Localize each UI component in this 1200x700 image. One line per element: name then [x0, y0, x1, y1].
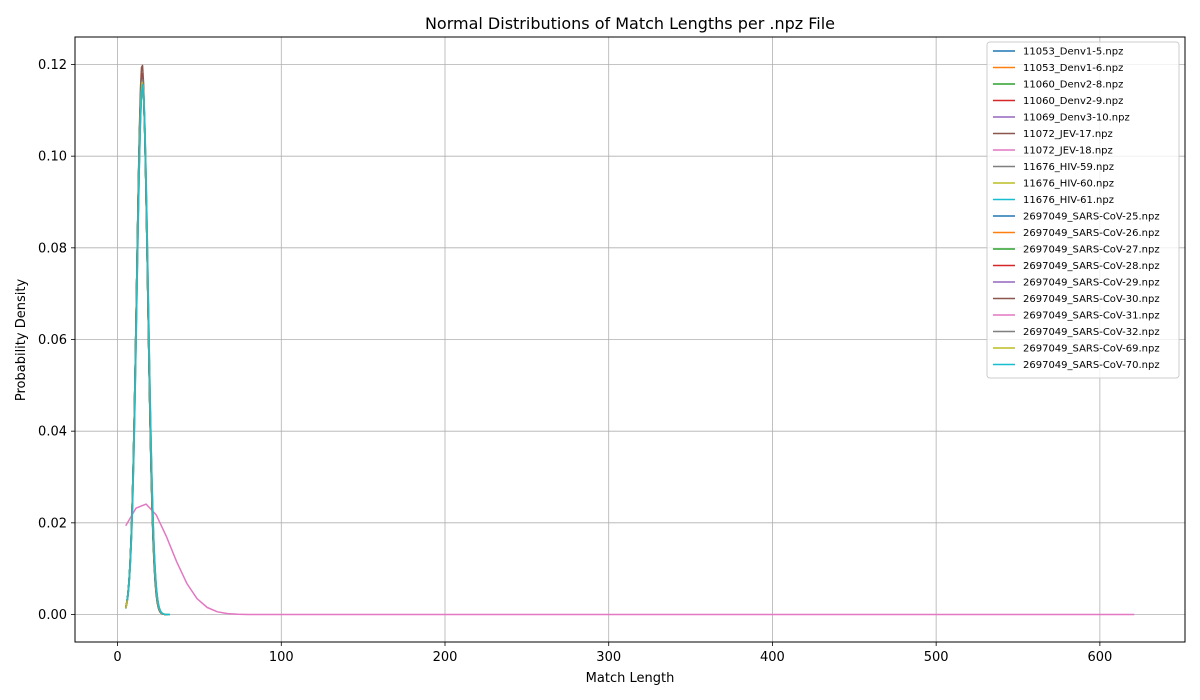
- y-tick-label: 0.12: [38, 58, 67, 73]
- legend-item: 2697049_SARS-CoV-29.npz: [993, 278, 1160, 289]
- legend-item: 11072_JEV-18.npz: [993, 146, 1113, 157]
- legend-label: 2697049_SARS-CoV-28.npz: [1023, 261, 1160, 272]
- x-axis: 0 100 200 300 400 500 600: [113, 642, 1112, 665]
- chart-title: Normal Distributions of Match Lengths pe…: [425, 14, 835, 33]
- legend-label: 2697049_SARS-CoV-70.npz: [1023, 360, 1160, 371]
- legend-item: 11053_Denv1-6.npz: [993, 63, 1123, 74]
- legend-label: 2697049_SARS-CoV-31.npz: [1023, 311, 1160, 322]
- y-tick-label: 0.10: [38, 150, 67, 165]
- legend-label: 11676_HIV-60.npz: [1023, 179, 1114, 190]
- legend-item: 11053_Denv1-5.npz: [993, 47, 1123, 58]
- legend-label: 11053_Denv1-5.npz: [1023, 47, 1123, 58]
- legend-label: 2697049_SARS-CoV-27.npz: [1023, 245, 1160, 256]
- y-axis: 0.00 0.02 0.04 0.06 0.08 0.10 0.12: [38, 58, 75, 623]
- legend-box: [986, 41, 1180, 379]
- y-tick-label: 0.00: [38, 608, 67, 623]
- x-tick-label: 200: [433, 650, 458, 665]
- y-tick-label: 0.08: [38, 241, 67, 256]
- legend-item: 11069_Denv3-10.npz: [993, 113, 1130, 124]
- legend-label: 2697049_SARS-CoV-69.npz: [1023, 344, 1160, 355]
- legend-label: 11676_HIV-59.npz: [1023, 162, 1114, 173]
- legend-label: 11072_JEV-18.npz: [1023, 146, 1113, 157]
- x-tick-label: 300: [596, 650, 621, 665]
- legend-label: 11069_Denv3-10.npz: [1023, 113, 1130, 124]
- y-tick-label: 0.02: [38, 516, 67, 531]
- legend-label: 11053_Denv1-6.npz: [1023, 63, 1123, 74]
- legend-item: 11676_HIV-60.npz: [993, 179, 1114, 190]
- legend-item: 2697049_SARS-CoV-32.npz: [993, 327, 1160, 338]
- series-line-19: [126, 83, 170, 616]
- legend-item: 11072_JEV-17.npz: [993, 129, 1113, 140]
- legend-item: 2697049_SARS-CoV-69.npz: [993, 344, 1160, 355]
- x-tick-label: 100: [269, 650, 294, 665]
- legend-item: 11060_Denv2-8.npz: [993, 80, 1123, 91]
- legend-item: 2697049_SARS-CoV-25.npz: [993, 212, 1160, 223]
- series-line-6: [125, 503, 1135, 616]
- legend-label: 11072_JEV-17.npz: [1023, 129, 1113, 140]
- legend-item: 2697049_SARS-CoV-70.npz: [993, 360, 1160, 371]
- legend-label: 2697049_SARS-CoV-25.npz: [1023, 212, 1160, 223]
- x-tick-label: 500: [924, 650, 949, 665]
- x-tick-label: 600: [1087, 650, 1112, 665]
- legend-label: 2697049_SARS-CoV-29.npz: [1023, 278, 1160, 289]
- legend-label: 2697049_SARS-CoV-32.npz: [1023, 327, 1160, 338]
- legend-item: 2697049_SARS-CoV-27.npz: [993, 245, 1160, 256]
- y-axis-label: Probability Density: [14, 279, 29, 402]
- legend-label: 11060_Denv2-8.npz: [1023, 80, 1123, 91]
- y-tick-label: 0.04: [38, 425, 67, 440]
- legend-label: 11060_Denv2-9.npz: [1023, 96, 1123, 107]
- legend-item: 11060_Denv2-9.npz: [993, 96, 1123, 107]
- legend-label: 2697049_SARS-CoV-26.npz: [1023, 228, 1160, 239]
- legend-item: 11676_HIV-59.npz: [993, 162, 1114, 173]
- legend-label: 11676_HIV-61.npz: [1023, 195, 1114, 206]
- legend-item: 2697049_SARS-CoV-28.npz: [993, 261, 1160, 272]
- legend-item: 2697049_SARS-CoV-26.npz: [993, 228, 1160, 239]
- legend: 11053_Denv1-5.npz 11053_Denv1-6.npz 11060_…: [986, 41, 1180, 379]
- x-tick-label: 400: [760, 650, 785, 665]
- legend-label: 2697049_SARS-CoV-30.npz: [1023, 294, 1160, 305]
- legend-item: 2697049_SARS-CoV-31.npz: [993, 311, 1160, 322]
- x-tick-label: 0: [113, 650, 121, 665]
- series-line-9: [125, 83, 170, 616]
- y-tick-label: 0.06: [38, 333, 67, 348]
- legend-item: 11676_HIV-61.npz: [993, 195, 1114, 206]
- series-layer: [125, 64, 1135, 616]
- x-axis-label: Match Length: [586, 671, 675, 686]
- legend-item: 2697049_SARS-CoV-30.npz: [993, 294, 1160, 305]
